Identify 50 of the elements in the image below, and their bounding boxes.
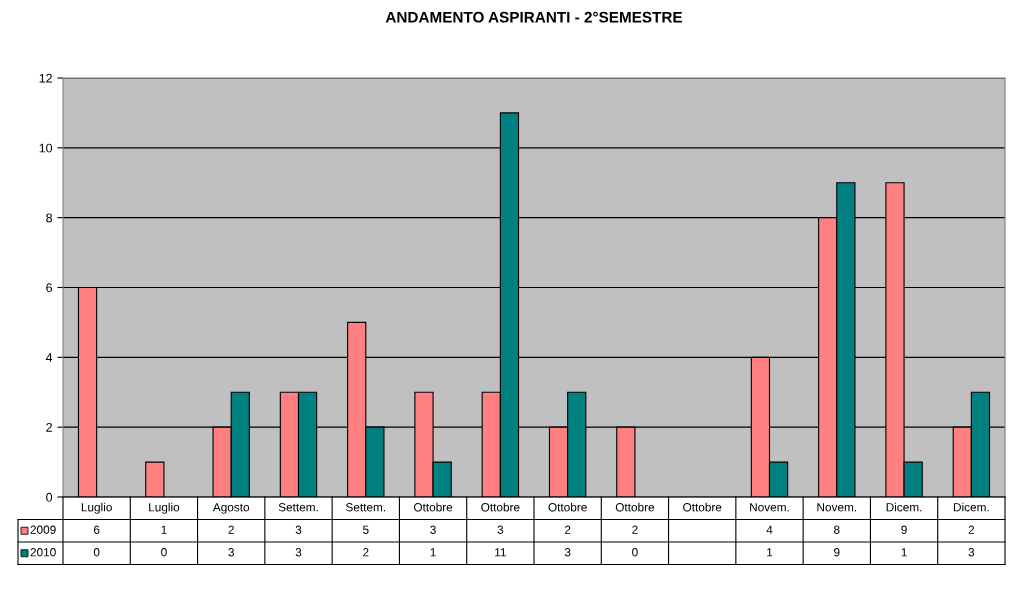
data-label: 4: [766, 525, 773, 534]
x-tick-label: Luglio: [149, 502, 180, 514]
data-label: 2: [564, 525, 571, 534]
data-label: 0: [161, 548, 167, 557]
x-tick-label: Ottobre: [683, 502, 722, 512]
x-tick-label: Luglio: [81, 502, 112, 514]
data-label: 11: [495, 548, 506, 557]
x-tick-label: Ottobre: [548, 502, 587, 512]
y-tick-label: 6: [46, 283, 53, 293]
data-label: 2: [968, 525, 975, 534]
y-tick-label: 10: [39, 143, 53, 153]
data-label: 5: [362, 525, 369, 534]
data-label: 8: [834, 525, 840, 534]
data-label: 2: [632, 525, 638, 534]
data-label: 3: [430, 525, 436, 534]
data-label: 3: [228, 548, 234, 557]
legend-label: 2009: [30, 525, 56, 534]
data-label: 3: [564, 548, 571, 557]
x-tick-label: Dicem.: [886, 502, 922, 512]
data-label: 3: [295, 548, 302, 557]
data-label: 0: [93, 548, 100, 557]
x-tick-label: Ottobre: [413, 502, 453, 512]
x-tick-label: Agosto: [212, 503, 250, 514]
data-label: 2: [363, 548, 369, 557]
legend-label: 2010: [30, 548, 56, 557]
x-tick-label: Dicem.: [953, 502, 989, 512]
chart-title: ANDAMENTO ASPIRANTI - 2°SEMESTRE: [385, 11, 683, 23]
y-tick-label: 8: [46, 213, 53, 223]
data-label: 1: [430, 548, 436, 557]
data-label: 9: [834, 548, 840, 557]
x-tick-label: Ottobre: [615, 502, 655, 512]
data-label: 2: [228, 525, 234, 534]
y-tick-label: 12: [39, 73, 52, 83]
data-label: 1: [161, 525, 167, 534]
x-tick-label: Ottobre: [481, 502, 520, 512]
data-label: 9: [901, 525, 907, 534]
x-tick-label: Settem.: [278, 503, 318, 512]
y-tick-label: 2: [46, 422, 52, 432]
data-label: 6: [93, 525, 100, 534]
data-label: 0: [632, 548, 638, 557]
data-label: 1: [767, 548, 773, 557]
x-tick-label: Novem.: [750, 503, 789, 512]
data-label: 3: [968, 548, 975, 557]
x-tick-label: Novem.: [817, 503, 857, 512]
y-tick-label: 4: [45, 353, 53, 362]
data-label: 3: [497, 525, 504, 534]
y-tick-label: 0: [46, 492, 53, 502]
data-label: 3: [295, 525, 302, 534]
x-tick-label: Settem.: [345, 503, 386, 512]
data-label: 1: [901, 548, 907, 557]
